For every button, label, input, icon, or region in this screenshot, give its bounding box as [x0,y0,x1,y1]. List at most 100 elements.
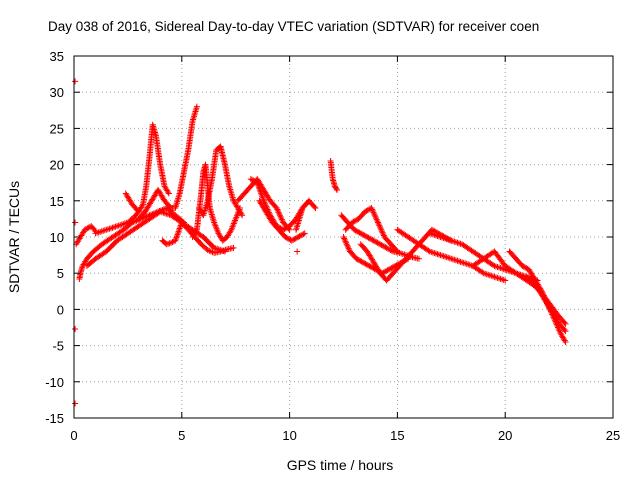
data-point [286,236,293,243]
data-point [274,206,281,213]
data-point [369,207,376,214]
data-point [489,273,496,280]
data-point [370,209,377,216]
data-point [460,259,467,266]
data-point [72,400,79,407]
data-point [72,219,79,226]
y-tick-label: -10 [45,375,64,390]
data-point [378,241,385,248]
data-point [103,226,110,233]
data-point [381,243,388,250]
data-point [361,260,368,267]
data-point [247,176,254,183]
data-point [364,234,371,240]
data-point [295,234,302,240]
data-point [311,203,318,210]
data-point [292,235,299,242]
data-point [294,248,301,255]
data-point [115,222,122,229]
data-point [374,219,381,226]
data-point [250,177,257,184]
data-point [353,217,360,224]
data-point [362,260,369,267]
data-point [165,190,172,197]
data-point [356,229,363,236]
data-point [479,269,486,276]
data-point [112,223,119,230]
data-point [561,319,568,326]
x-axis-label: GPS time / hours [287,457,394,473]
data-point [273,205,280,212]
data-point [284,235,291,242]
data-point [462,260,469,267]
data-point [111,224,118,231]
y-tick-label: 35 [50,49,64,64]
data-point [360,231,367,238]
data-point [341,235,348,242]
data-point [457,258,464,265]
data-point [276,212,283,219]
data-point [166,203,173,210]
data-point [230,244,237,251]
data-point [278,215,285,222]
data-point [114,223,121,230]
data-point [350,218,357,225]
data-point [109,224,116,231]
data-point [275,209,282,216]
x-tick-label: 20 [498,428,512,443]
data-point [333,185,340,192]
data-point [251,178,258,185]
x-tick-label: 0 [70,428,77,443]
data-point [106,225,113,232]
data-point [523,265,530,272]
data-point [499,276,506,283]
data-point [301,230,308,237]
y-tick-label: 0 [57,302,64,317]
data-point [83,226,90,233]
data-point [300,231,307,238]
data-point [193,228,200,235]
data-point [446,255,453,262]
data-point [442,253,449,260]
data-point [394,248,401,255]
y-tick-label: -15 [45,411,64,426]
data-point [379,242,386,249]
data-point [351,226,358,233]
data-point [278,216,285,223]
data-point [561,337,568,344]
data-point [374,239,381,246]
data-point [238,210,245,217]
x-tick-label: 15 [390,428,404,443]
data-point [354,256,361,263]
data-point [366,262,373,269]
data-point [375,220,382,227]
data-point [358,258,365,265]
data-point [389,264,396,271]
data-point [449,256,456,263]
data-point [486,272,493,279]
data-point [312,205,319,212]
data-point [340,234,347,240]
data-point [373,216,380,223]
data-point [443,254,450,261]
data-point [440,253,447,260]
data-point [193,103,200,110]
data-point [107,225,114,232]
data-point [496,264,503,271]
data-point [561,326,568,333]
data-point [380,231,387,238]
data-point [367,263,374,270]
data-point [334,186,341,193]
data-point [363,207,370,214]
data-point [454,257,461,264]
y-tick-label: 15 [50,194,64,209]
data-point [432,250,439,257]
data-point [496,275,503,282]
data-point [376,223,383,230]
data-point [379,229,386,236]
data-point [377,225,384,232]
data-point [281,226,288,233]
data-point [352,227,359,234]
data-point [385,266,392,273]
data-point [355,228,362,235]
